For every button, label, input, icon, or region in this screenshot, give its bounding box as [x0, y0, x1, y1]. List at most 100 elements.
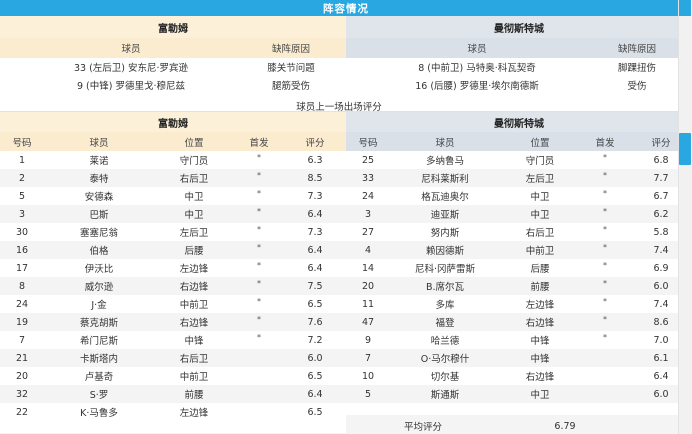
player-starter: *	[234, 171, 284, 184]
player-rating: 6.0	[307, 352, 323, 364]
col-rating-label: 评分	[651, 137, 671, 149]
starter-star-icon: *	[603, 224, 607, 234]
scrollbar-thumb[interactable]	[679, 133, 691, 165]
player-rating: 6.4	[307, 244, 323, 256]
absence-col-reason-label: 缺阵原因	[617, 44, 656, 55]
player-starter: *	[234, 153, 284, 166]
player-number: 22	[15, 406, 29, 418]
vertical-scrollbar[interactable]	[678, 0, 692, 434]
player-rating: 6.4	[653, 370, 669, 382]
lineup-column-away: 曼彻斯特城 号码 球员 位置 首发 评分 25 多纳鲁马 守门员 * 6.8 33 尼科莱斯…	[346, 112, 692, 434]
lineup-row: 3 迪亚斯 中卫 * 6.2	[346, 205, 692, 223]
player-name: 斯通斯	[430, 390, 460, 401]
player-rating: 6.5	[307, 406, 323, 418]
player-number: 9	[364, 334, 372, 346]
lineup-away-average-row: 平均评分 6.79	[346, 415, 692, 434]
lineup-row: 9 哈兰德 中锋 * 7.0	[346, 331, 692, 349]
player-number: 3	[364, 208, 372, 220]
col-position-label: 位置	[530, 137, 550, 149]
average-value: 6.79	[554, 420, 576, 432]
absence-note-right	[346, 94, 692, 112]
player-rating: 6.8	[653, 154, 669, 166]
player-position: 右边锋	[179, 318, 209, 329]
player-name: 塞塞尼翁	[79, 228, 118, 239]
player-number: 3	[18, 208, 26, 220]
lineup-row: 7 O·马尔穆什 中锋 6.1	[346, 349, 692, 367]
player-number: 7	[18, 334, 26, 346]
player-rating: 6.5	[307, 298, 323, 310]
lineup-tables: 富勒姆 号码 球员 位置 首发 评分 1 莱诺 守门员 * 6.3 2 泰特 右后卫 * 8.5 5…	[0, 112, 692, 434]
player-rating: 6.9	[653, 262, 669, 274]
starter-star-icon: *	[603, 314, 607, 324]
lineup-row: 32 S·罗 前腰 6.4	[0, 385, 346, 403]
starter-star-icon: *	[603, 242, 607, 252]
player-number: 4	[364, 244, 372, 256]
lineup-row: 11 多库 左边锋 * 7.4	[346, 295, 692, 313]
player-position: 左后卫	[179, 228, 209, 239]
player-name: 莱诺	[89, 156, 109, 167]
player-position: 右边锋	[179, 282, 209, 293]
player-position: 右边锋	[525, 372, 555, 383]
player-name: 福登	[435, 318, 455, 329]
player-number: 20	[361, 280, 375, 292]
player-name: 威尔逊	[84, 282, 114, 293]
player-name: 伯格	[89, 246, 109, 257]
absence-home-body: 33 (左后卫) 安东尼·罗宾逊 膝关节问题 9 (中锋) 罗德里戈·穆尼兹 腿…	[0, 58, 346, 112]
lineup-row: 1 莱诺 守门员 * 6.3	[0, 151, 346, 169]
player-number: 24	[361, 190, 375, 202]
lineup-row: 19 蔡克胡斯 右边锋 * 7.6	[0, 313, 346, 331]
lineup-row: 47 福登 右边锋 * 8.6	[346, 313, 692, 331]
absence-away-header: 球员 缺阵原因	[346, 38, 692, 58]
player-starter: *	[580, 170, 630, 184]
absence-note-left	[0, 94, 346, 112]
absence-away-body: 8 (中前卫) 马特奥·科瓦契奇 脚踝扭伤 16 (后腰) 罗德里·埃尔南德斯 …	[346, 58, 692, 112]
player-starter: *	[234, 315, 284, 328]
lineup-row: 25 多纳鲁马 守门员 * 6.8	[346, 151, 692, 169]
player-rating: 6.4	[307, 208, 323, 220]
player-position: 前腰	[530, 282, 550, 293]
player-rating: 6.4	[307, 388, 323, 400]
absence-column-away: 曼彻斯特城 球员 缺阵原因 8 (中前卫) 马特奥·科瓦契奇 脚踝扭伤 16 (…	[346, 16, 692, 112]
player-starter: *	[234, 207, 284, 220]
player-starter: *	[234, 224, 284, 238]
lineup-column-home: 富勒姆 号码 球员 位置 首发 评分 1 莱诺 守门员 * 6.3 2 泰特 右后卫 * 8.5 5…	[0, 112, 346, 434]
player-name: K·马鲁多	[80, 408, 118, 419]
starter-star-icon: *	[603, 170, 607, 180]
lineup-home-spacer	[0, 421, 346, 433]
starter-star-icon: *	[603, 278, 607, 288]
absence-reason: 脚踝扭伤	[617, 63, 656, 74]
starter-star-icon: *	[257, 332, 261, 342]
player-name: 卢基奇	[84, 372, 114, 383]
absence-row: 8 (中前卫) 马特奥·科瓦契奇 脚踝扭伤	[346, 58, 692, 76]
lineup-row: 4 赖因德斯 中前卫 * 7.4	[346, 241, 692, 259]
player-starter: *	[234, 243, 284, 256]
player-name: 安德森	[84, 192, 114, 203]
absence-col-player-label: 球员	[467, 44, 487, 55]
player-position: 右后卫	[179, 354, 209, 365]
col-position-label: 位置	[184, 137, 204, 149]
player-position: 中前卫	[179, 300, 209, 311]
player-rating: 7.3	[307, 226, 323, 238]
col-player-label: 球员	[89, 137, 109, 149]
player-rating: 6.2	[653, 208, 669, 220]
player-name: 迪亚斯	[430, 210, 460, 221]
player-number: 7	[364, 352, 372, 364]
starter-star-icon: *	[603, 332, 607, 342]
starter-star-icon: *	[257, 188, 261, 198]
player-number: 11	[361, 298, 375, 310]
lineup-row: 3 巴斯 中卫 * 6.4	[0, 205, 346, 223]
starter-star-icon: *	[257, 260, 261, 270]
player-position: 守门员	[525, 156, 555, 167]
starter-star-icon: *	[257, 224, 261, 234]
player-starter: *	[580, 224, 630, 238]
starter-star-icon: *	[603, 206, 607, 216]
player-position: 左边锋	[525, 300, 555, 311]
lineup-row: 5 斯通斯 中卫 6.0	[346, 385, 692, 403]
player-rating: 7.2	[307, 334, 323, 346]
player-name: 希门尼斯	[79, 336, 118, 347]
player-rating: 5.8	[653, 226, 669, 238]
player-name: J·金	[91, 300, 107, 311]
lineup-away-team-name: 曼彻斯特城	[346, 112, 692, 132]
player-position: 右边锋	[525, 318, 555, 329]
player-rating: 7.4	[653, 298, 669, 310]
